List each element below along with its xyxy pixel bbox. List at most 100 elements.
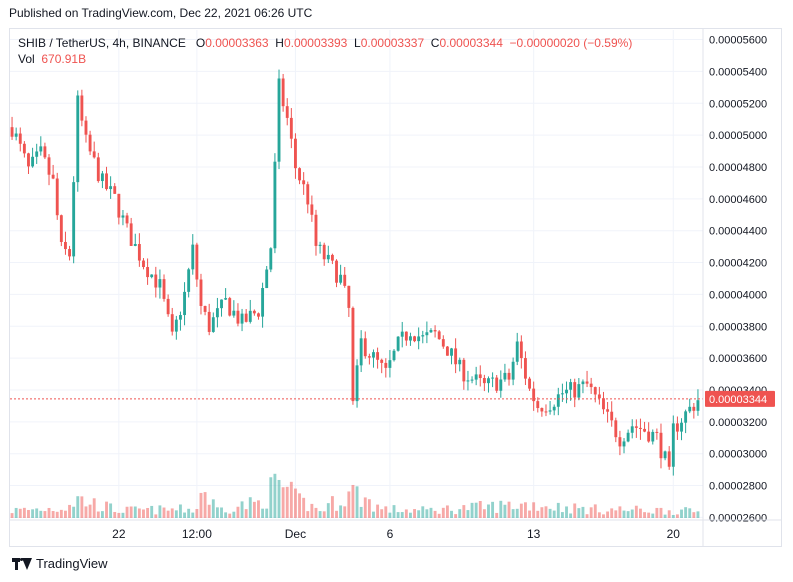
- candle-body: [47, 157, 51, 175]
- volume-bar: [552, 510, 556, 518]
- volume-bar: [647, 512, 651, 518]
- candle-body: [692, 406, 696, 411]
- candle-body: [445, 346, 449, 356]
- candle-body: [417, 336, 421, 342]
- candle-body: [466, 380, 470, 382]
- candle-body: [64, 241, 67, 250]
- volume-value: 670.91B: [41, 52, 87, 66]
- volume-bar: [663, 514, 667, 518]
- price-tick-label: 0.00002600: [709, 512, 767, 524]
- volume-bar: [359, 506, 363, 518]
- candle-body: [540, 408, 544, 412]
- volume-bar: [511, 509, 515, 518]
- volume-bar: [129, 506, 133, 518]
- volume-bar: [146, 507, 150, 518]
- volume-bar: [503, 504, 507, 518]
- candle-body: [203, 305, 207, 312]
- chart-legend: SHIB / TetherUS, 4h, BINANCE O0.00003363…: [18, 35, 632, 67]
- candle-body: [655, 431, 659, 433]
- volume-bar: [215, 507, 219, 518]
- time-tick-label: 22: [112, 527, 126, 541]
- volume-bar: [409, 512, 412, 518]
- volume-bar: [43, 511, 47, 518]
- volume-bar: [671, 514, 675, 518]
- price-tick-label: 0.00003000: [709, 449, 767, 461]
- volume-bar: [68, 504, 71, 518]
- candle-body: [39, 146, 43, 152]
- candle-body: [306, 184, 310, 205]
- candle-body: [248, 310, 252, 322]
- time-axis: 22 12:00 Dec 6 13 20: [10, 519, 782, 541]
- price-tick-label: 0.00004400: [709, 226, 767, 238]
- candle-body: [199, 279, 203, 306]
- volume-bar: [421, 506, 425, 518]
- volume-bar: [174, 510, 178, 518]
- price-tick-label: 0.00005000: [709, 130, 767, 142]
- volume-bar: [540, 507, 544, 518]
- volume-bar: [466, 510, 470, 518]
- candle-body: [372, 352, 375, 358]
- candle-body: [27, 153, 30, 167]
- candle-body: [507, 372, 511, 380]
- volume-bar: [76, 496, 80, 518]
- volume-bar: [585, 514, 589, 518]
- candle-body: [22, 143, 26, 154]
- volume-bar: [137, 508, 141, 518]
- candle-body: [639, 427, 642, 429]
- candle-body: [544, 411, 548, 413]
- candle-body: [593, 387, 597, 395]
- volume-bar: [289, 481, 293, 518]
- candle-body: [614, 420, 618, 438]
- candle-body: [343, 274, 347, 286]
- price-tick-label: 0.00005600: [709, 35, 767, 47]
- candle-body: [450, 348, 453, 356]
- candle-body: [257, 313, 260, 317]
- candle-body: [43, 146, 47, 158]
- volume-bar: [326, 503, 330, 518]
- candle-body: [573, 382, 577, 398]
- volume-bar: [22, 507, 26, 518]
- candle-body: [622, 441, 626, 447]
- volume-bar: [142, 509, 145, 518]
- candle-body: [487, 378, 490, 384]
- volume-bar: [618, 506, 622, 518]
- candle-body: [482, 378, 486, 384]
- volume-bar: [294, 488, 297, 518]
- candle-body: [659, 432, 663, 459]
- price-tick-label: 0.00004800: [709, 162, 767, 174]
- candle-body: [302, 180, 306, 185]
- candle-body: [524, 358, 527, 379]
- volume-bar: [80, 496, 84, 518]
- candle-body: [462, 359, 466, 382]
- candle-body: [384, 362, 388, 368]
- candle-body: [121, 215, 125, 218]
- volume-bar: [187, 508, 191, 518]
- volume-bar: [220, 507, 223, 518]
- volume-bar: [400, 512, 404, 518]
- volume-bar: [306, 511, 310, 518]
- candle-body: [396, 336, 400, 351]
- footer-brand[interactable]: TradingView: [12, 556, 108, 571]
- candle-body: [170, 314, 174, 332]
- volume-bar: [450, 510, 453, 518]
- candle-body: [519, 341, 523, 359]
- candle-body: [359, 338, 363, 366]
- candle-body: [585, 381, 589, 384]
- candle-body: [273, 161, 277, 249]
- candle-body: [671, 423, 675, 467]
- candle-body: [351, 307, 355, 402]
- volume-row: Vol 670.91B: [18, 51, 632, 67]
- volume-bar: [384, 506, 388, 518]
- candle-body: [688, 406, 692, 412]
- volume-bar: [363, 497, 367, 518]
- volume-bar: [162, 507, 166, 518]
- volume-bar: [240, 501, 244, 518]
- price-tick-label: 0.00002800: [709, 481, 767, 493]
- volume-bar: [277, 479, 281, 518]
- candle-body: [491, 377, 495, 379]
- volume-bar: [96, 511, 100, 518]
- volume-bar: [524, 502, 527, 518]
- volume-bar: [117, 512, 121, 518]
- candle-body: [84, 120, 88, 135]
